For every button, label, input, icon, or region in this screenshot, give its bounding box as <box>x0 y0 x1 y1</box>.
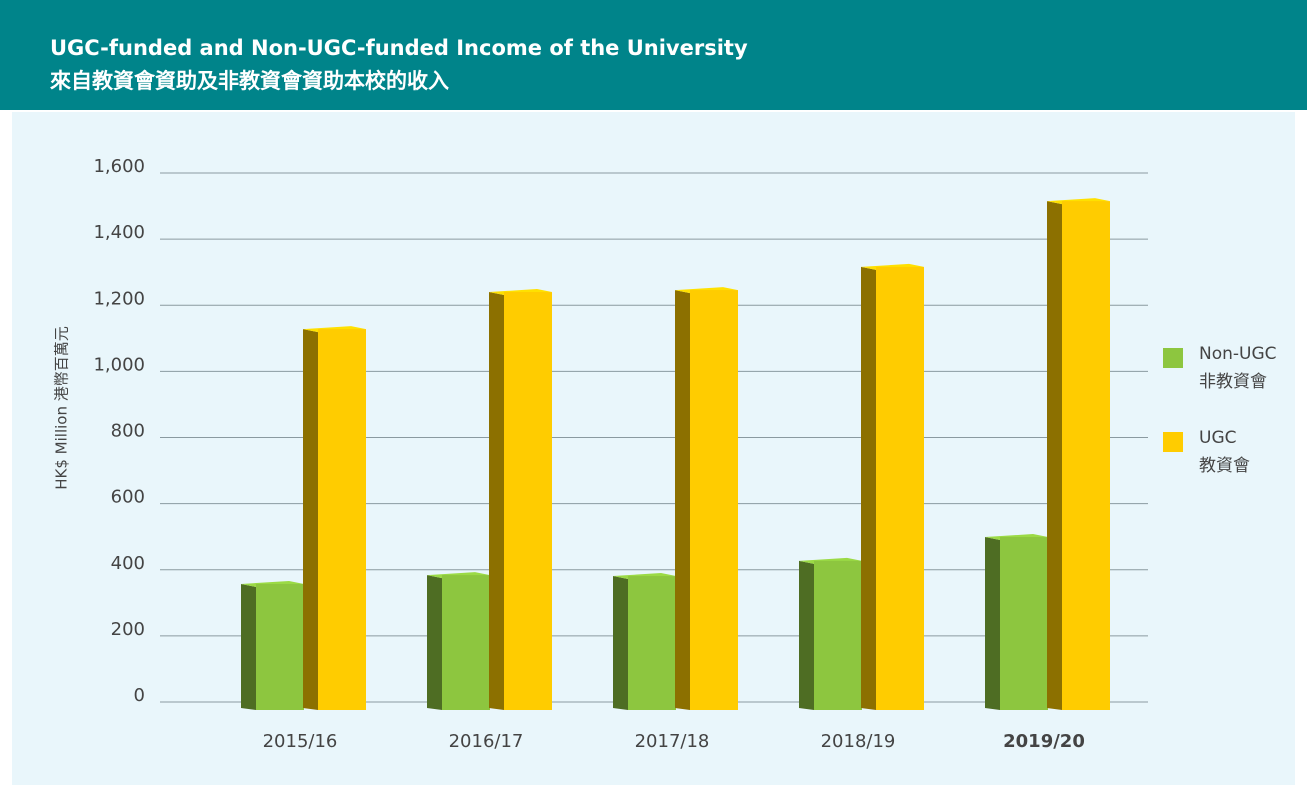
legend-swatch <box>1163 348 1183 368</box>
y-tick-label: 1,000 <box>93 354 145 375</box>
bar-side <box>1047 201 1062 710</box>
legend-label: UGC <box>1199 428 1237 448</box>
bar-side <box>241 583 256 710</box>
y-tick-label: 1,400 <box>93 222 145 243</box>
bar-side <box>427 575 442 710</box>
bar-side <box>985 537 1000 710</box>
bar <box>504 292 552 710</box>
y-axis-label: HK$ Million 港幣百萬元 <box>53 326 71 490</box>
bar-side <box>675 290 690 710</box>
bar-side <box>303 329 318 710</box>
legend-swatch <box>1163 432 1183 452</box>
y-tick-label: 800 <box>111 421 145 442</box>
bar-side <box>489 292 504 710</box>
y-tick-label: 1,600 <box>93 156 145 177</box>
legend-label: Non-UGC <box>1199 344 1277 364</box>
y-tick-label: 0 <box>134 685 145 706</box>
bar <box>318 329 366 710</box>
x-tick-label: 2018/19 <box>821 731 896 752</box>
bar-side <box>799 560 814 710</box>
bar <box>690 290 738 710</box>
bar <box>256 583 304 710</box>
bar <box>1000 537 1048 710</box>
bar <box>628 576 676 710</box>
chart-title: UGC-funded and Non-UGC-funded Income of … <box>50 36 748 60</box>
bar-side <box>861 266 876 710</box>
x-tick-label: 2019/20 <box>1003 731 1085 752</box>
y-tick-label: 400 <box>111 553 145 574</box>
legend-label-zh: 教資會 <box>1199 456 1250 476</box>
y-tick-label: 600 <box>111 487 145 508</box>
y-tick-label: 1,200 <box>93 288 145 309</box>
bar <box>442 575 490 710</box>
y-tick-label: 200 <box>111 619 145 640</box>
bar <box>814 560 862 710</box>
bar-side <box>613 576 628 710</box>
bar <box>1062 201 1110 710</box>
legend-label-zh: 非教資會 <box>1199 372 1267 392</box>
bar <box>876 266 924 710</box>
header <box>0 0 1307 110</box>
chart-title-zh: 來自教資會資助及非教資會資助本校的收入 <box>50 69 449 93</box>
x-tick-label: 2017/18 <box>635 731 710 752</box>
x-tick-label: 2015/16 <box>263 731 338 752</box>
x-tick-label: 2016/17 <box>449 731 524 752</box>
